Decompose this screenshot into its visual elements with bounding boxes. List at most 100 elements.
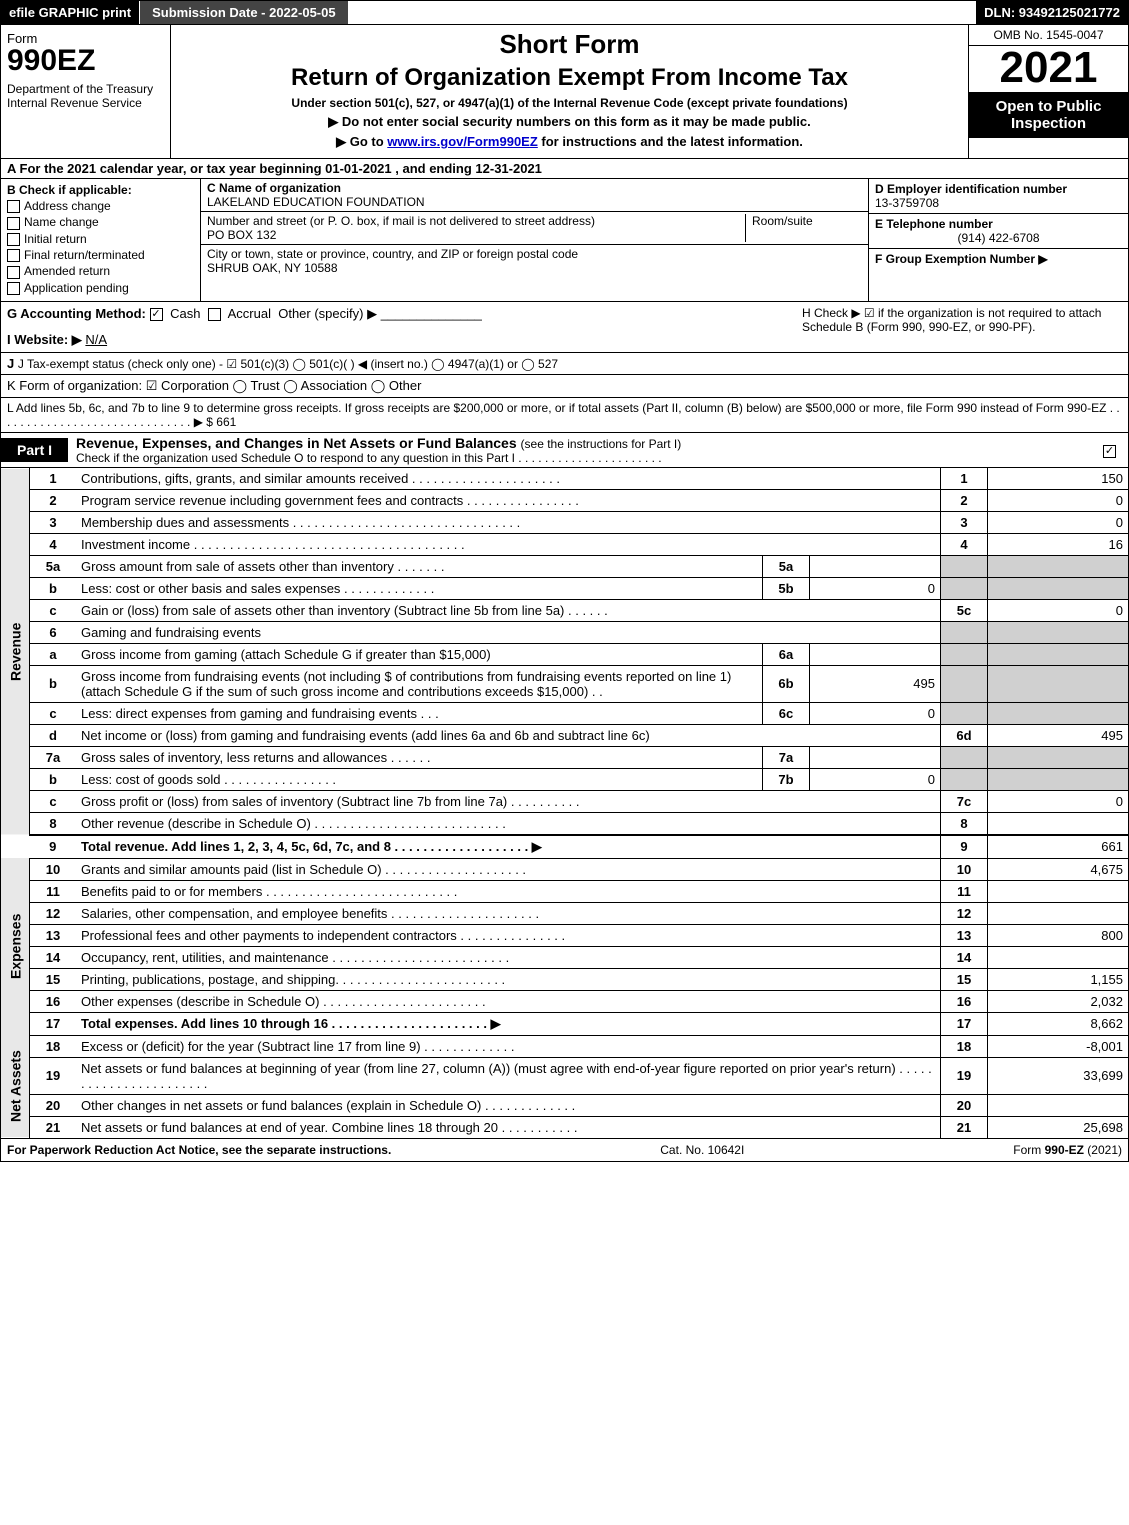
line-18-amt: -8,001 (988, 1035, 1129, 1057)
line-19-amt: 33,699 (988, 1057, 1129, 1094)
line-10-desc: Grants and similar amounts paid (list in… (76, 858, 941, 880)
line-6b-desc: Gross income from fundraising events (no… (76, 665, 763, 702)
footer-left: For Paperwork Reduction Act Notice, see … (7, 1143, 391, 1157)
efile-label: efile GRAPHIC print (1, 1, 139, 24)
line-6d-desc: Net income or (loss) from gaming and fun… (76, 724, 941, 746)
org-name: LAKELAND EDUCATION FOUNDATION (207, 195, 862, 209)
line-17-amt: 8,662 (988, 1012, 1129, 1035)
line-5a-amt (810, 555, 941, 577)
expenses-side-label: Expenses (1, 858, 30, 1035)
chk-initial-return[interactable]: Initial return (7, 232, 194, 246)
c-city-row: City or town, state or province, country… (201, 245, 868, 277)
footer: For Paperwork Reduction Act Notice, see … (0, 1139, 1129, 1162)
line-14-desc: Occupancy, rent, utilities, and maintena… (76, 946, 941, 968)
line-5b-amt: 0 (810, 577, 941, 599)
line-15-amt: 1,155 (988, 968, 1129, 990)
instruction-link: ▶ Go to www.irs.gov/Form990EZ for instru… (179, 134, 960, 150)
line-11-amt (988, 880, 1129, 902)
row-l: L Add lines 5b, 6c, and 7b to line 9 to … (0, 398, 1129, 433)
line-9-desc: Total revenue. Add lines 1, 2, 3, 4, 5c,… (76, 835, 941, 859)
line-21-amt: 25,698 (988, 1116, 1129, 1138)
chk-amended-return[interactable]: Amended return (7, 264, 194, 278)
line-11-desc: Benefits paid to or for members . . . . … (76, 880, 941, 902)
f-group: F Group Exemption Number ▶ (869, 249, 1128, 269)
line-13-desc: Professional fees and other payments to … (76, 924, 941, 946)
line-14-amt (988, 946, 1129, 968)
e-tel: E Telephone number (914) 422-6708 (869, 214, 1128, 249)
d-ein-label: D Employer identification number (875, 182, 1122, 196)
header-center: Short Form Return of Organization Exempt… (171, 25, 968, 158)
dln-label: DLN: 93492125021772 (976, 1, 1128, 24)
line-12-amt (988, 902, 1129, 924)
line-5a-desc: Gross amount from sale of assets other t… (76, 555, 763, 577)
line-2-amt: 0 (988, 489, 1129, 511)
e-tel-label: E Telephone number (875, 217, 1122, 231)
section-bcdef: B Check if applicable: Address change Na… (0, 179, 1129, 302)
line-16-amt: 2,032 (988, 990, 1129, 1012)
c-name-row: C Name of organization LAKELAND EDUCATIO… (201, 179, 868, 212)
line-7c-desc: Gross profit or (loss) from sales of inv… (76, 790, 941, 812)
footer-right: Form 990-EZ (2021) (1013, 1143, 1122, 1157)
line-17-desc: Total expenses. Add lines 10 through 16 … (76, 1012, 941, 1035)
part1-checkbox[interactable] (1103, 442, 1128, 457)
line-21-desc: Net assets or fund balances at end of ye… (76, 1116, 941, 1138)
line-7a-desc: Gross sales of inventory, less returns a… (76, 746, 763, 768)
line-6a-amt (810, 643, 941, 665)
line-3-amt: 0 (988, 511, 1129, 533)
row-k: K Form of organization: ☑ Corporation ◯ … (0, 375, 1129, 398)
c-street-row: Number and street (or P. O. box, if mail… (201, 212, 868, 245)
line-1-desc: Contributions, gifts, grants, and simila… (76, 468, 941, 490)
chk-accrual[interactable] (208, 308, 221, 321)
c-name-label: C Name of organization (207, 181, 862, 195)
form-header: Form 990EZ Department of the Treasury In… (0, 25, 1129, 159)
chk-name-change[interactable]: Name change (7, 215, 194, 229)
line-4-amt: 16 (988, 533, 1129, 555)
short-form-title: Short Form (179, 29, 960, 60)
line-6d-amt: 495 (988, 724, 1129, 746)
part1-title: Revenue, Expenses, and Changes in Net As… (68, 433, 1103, 467)
chk-address-change[interactable]: Address change (7, 199, 194, 213)
org-street: PO BOX 132 (207, 228, 739, 242)
line-4-desc: Investment income . . . . . . . . . . . … (76, 533, 941, 555)
row-g: G Accounting Method: Cash Accrual Other … (7, 306, 802, 348)
ein-value: 13-3759708 (875, 196, 1122, 210)
website-value: N/A (85, 332, 107, 347)
g-label: G Accounting Method: (7, 306, 150, 321)
line-7c-amt: 0 (988, 790, 1129, 812)
irs-link[interactable]: www.irs.gov/Form990EZ (387, 134, 538, 149)
c-city-label: City or town, state or province, country… (207, 247, 862, 261)
return-title: Return of Organization Exempt From Incom… (179, 64, 960, 92)
line-9-amt: 661 (988, 835, 1129, 859)
part1-sub: Check if the organization used Schedule … (76, 451, 1095, 465)
footer-cat: Cat. No. 10642I (391, 1143, 1013, 1157)
b-label: B Check if applicable: (7, 183, 194, 197)
line-3-desc: Membership dues and assessments . . . . … (76, 511, 941, 533)
line-6c-desc: Less: direct expenses from gaming and fu… (76, 702, 763, 724)
header-left: Form 990EZ Department of the Treasury In… (1, 25, 171, 158)
org-city: SHRUB OAK, NY 10588 (207, 261, 862, 275)
col-b: B Check if applicable: Address change Na… (1, 179, 201, 301)
line-2-desc: Program service revenue including govern… (76, 489, 941, 511)
d-ein: D Employer identification number 13-3759… (869, 179, 1128, 214)
line-10-amt: 4,675 (988, 858, 1129, 880)
line-7b-amt: 0 (810, 768, 941, 790)
line-8-desc: Other revenue (describe in Schedule O) .… (76, 812, 941, 835)
chk-cash[interactable] (150, 308, 163, 321)
line-5b-desc: Less: cost or other basis and sales expe… (76, 577, 763, 599)
header-right: OMB No. 1545-0047 2021 Open to Public In… (968, 25, 1128, 158)
line-20-amt (988, 1094, 1129, 1116)
open-public-badge: Open to Public Inspection (969, 92, 1128, 138)
chk-final-return[interactable]: Final return/terminated (7, 248, 194, 262)
line-8-amt (988, 812, 1129, 835)
line-16-desc: Other expenses (describe in Schedule O) … (76, 990, 941, 1012)
line-6b-amt: 495 (810, 665, 941, 702)
part1-badge: Part I (1, 438, 68, 462)
room-suite-label: Room/suite (746, 214, 862, 242)
row-gh: G Accounting Method: Cash Accrual Other … (0, 302, 1129, 353)
line-20-desc: Other changes in net assets or fund bala… (76, 1094, 941, 1116)
chk-application-pending[interactable]: Application pending (7, 281, 194, 295)
lines-table: Revenue 1 Contributions, gifts, grants, … (0, 468, 1129, 1139)
col-def: D Employer identification number 13-3759… (868, 179, 1128, 301)
submission-date: Submission Date - 2022-05-05 (139, 1, 348, 24)
tel-value: (914) 422-6708 (875, 231, 1122, 245)
